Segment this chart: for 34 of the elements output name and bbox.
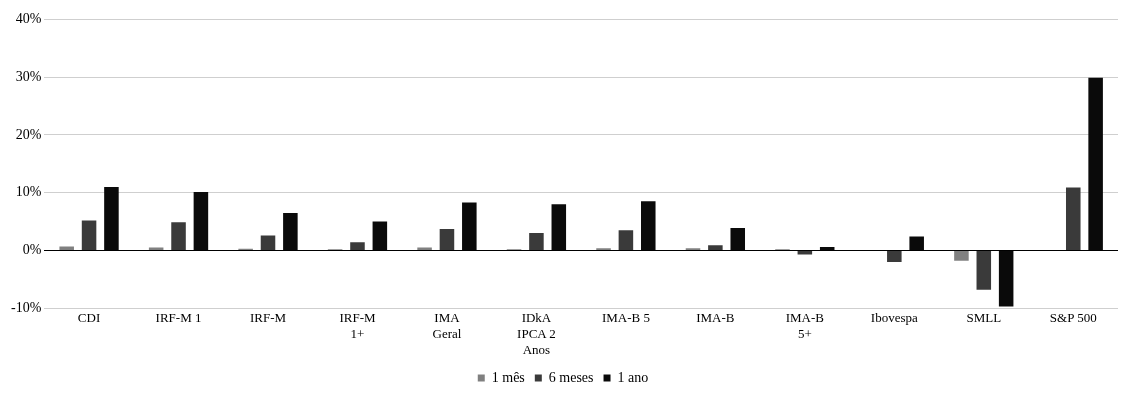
bar bbox=[887, 250, 902, 262]
bar bbox=[171, 222, 186, 250]
x-tick-label: IRF-M 1 bbox=[155, 310, 202, 326]
bar bbox=[618, 230, 634, 250]
y-tick-label: 0% bbox=[22, 242, 42, 258]
x-tick-label: CDI bbox=[77, 310, 101, 326]
x-tick-label: IMA-B 5+ bbox=[785, 310, 825, 342]
x-tick-label: IRF-M 1+ bbox=[339, 310, 376, 342]
x-tick-label: S&P 500 bbox=[1049, 310, 1097, 326]
bar bbox=[439, 229, 455, 250]
bar bbox=[81, 220, 97, 250]
x-tick-label: IRF-M bbox=[249, 310, 287, 326]
y-tick-label: -10% bbox=[11, 299, 42, 315]
x-tick-label: IMA-B 5 bbox=[601, 310, 650, 326]
legend-label: 1 mês bbox=[491, 369, 525, 385]
bar bbox=[59, 246, 74, 250]
bar bbox=[708, 245, 723, 250]
y-tick-label: 20% bbox=[15, 126, 42, 142]
x-tick-label: IMA-B bbox=[696, 310, 735, 326]
bar bbox=[1065, 187, 1081, 250]
y-tick-label: 30% bbox=[15, 68, 42, 84]
y-tick-label: 10% bbox=[15, 184, 42, 200]
legend-label: 1 ano bbox=[617, 369, 649, 385]
y-tick-label: 40% bbox=[15, 11, 42, 27]
legend-label: 6 meses bbox=[548, 369, 594, 385]
bar bbox=[350, 242, 365, 250]
x-tick-label: IMA Geral bbox=[432, 310, 462, 342]
bar bbox=[954, 250, 969, 261]
x-tick-label: SMLL bbox=[966, 310, 1002, 326]
bar bbox=[529, 233, 544, 250]
bar bbox=[260, 235, 276, 250]
bar bbox=[976, 250, 992, 290]
x-tick-label: IDkA IPCA 2 Anos bbox=[517, 310, 556, 357]
x-tick-label: Ibovespa bbox=[870, 310, 919, 326]
